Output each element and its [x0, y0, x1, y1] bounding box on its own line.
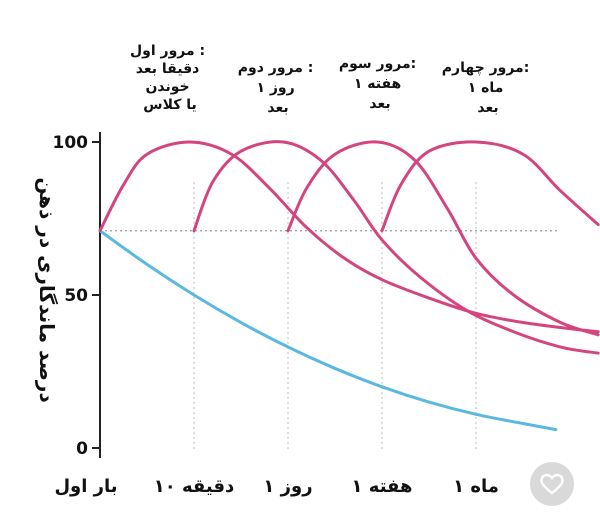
review-curve-line-2 — [192, 140, 600, 355]
favorite-button[interactable] — [530, 462, 574, 506]
forgetting-curve-line — [98, 229, 558, 432]
annotation-line: بعد — [369, 96, 390, 112]
gridlines — [193, 182, 477, 450]
series-lines — [98, 140, 600, 432]
annotation-line: هفته ۱ — [354, 76, 401, 92]
x-tick-label: ۱۰ دقیقه — [154, 476, 235, 497]
review-annotations: مرور اول : دقیقا بعد خوندن یا کلاس مرور … — [130, 43, 534, 116]
annotation-line: بعد — [477, 100, 498, 116]
annotation-line: مرور اول : — [130, 43, 205, 59]
y-tick-label: 0 — [76, 439, 88, 459]
annotation-line: مرور سوم: — [339, 56, 416, 72]
annotation-line: روز ۱ — [256, 80, 294, 96]
y-tick-label: 50 — [64, 286, 88, 306]
annotation-line: یا کلاس — [143, 97, 196, 113]
annotation-review-4: مرور چهارم: ماه ۱ بعد — [442, 60, 534, 116]
annotation-line: بعد — [267, 100, 288, 116]
annotation-line: ماه ۱ — [468, 80, 504, 96]
x-tick-label: ۱ هفته — [352, 476, 413, 497]
annotation-review-2: مرور دوم : روز ۱ بعد — [238, 60, 319, 116]
annotation-review-1: مرور اول : دقیقا بعد خوندن یا کلاس — [130, 43, 210, 113]
x-tick-label: بار اول — [54, 476, 117, 497]
x-ticks: بار اول ۱۰ دقیقه ۱ روز ۱ هفته ۱ ماه — [54, 476, 498, 497]
heart-icon — [540, 473, 564, 495]
annotation-line: دقیقا بعد — [136, 61, 200, 77]
review-curve-line-4 — [380, 140, 600, 233]
annotation-review-3: مرور سوم: هفته ۱ بعد — [339, 56, 421, 112]
annotation-line: مرور دوم : — [238, 60, 314, 76]
x-tick-label: ۱ روز — [263, 476, 312, 497]
review-curve-line-1 — [98, 140, 600, 334]
y-ticks: 100 50 0 — [53, 133, 100, 459]
x-tick-label: ۱ ماه — [453, 476, 499, 497]
review-curve-line-3 — [286, 140, 600, 337]
axes — [99, 132, 560, 458]
y-axis-label: درصد ماندگاری در ذهن — [35, 177, 59, 402]
annotation-line: مرور چهارم: — [442, 60, 530, 76]
annotation-line: خوندن — [145, 79, 189, 95]
y-tick-label: 100 — [53, 133, 89, 153]
